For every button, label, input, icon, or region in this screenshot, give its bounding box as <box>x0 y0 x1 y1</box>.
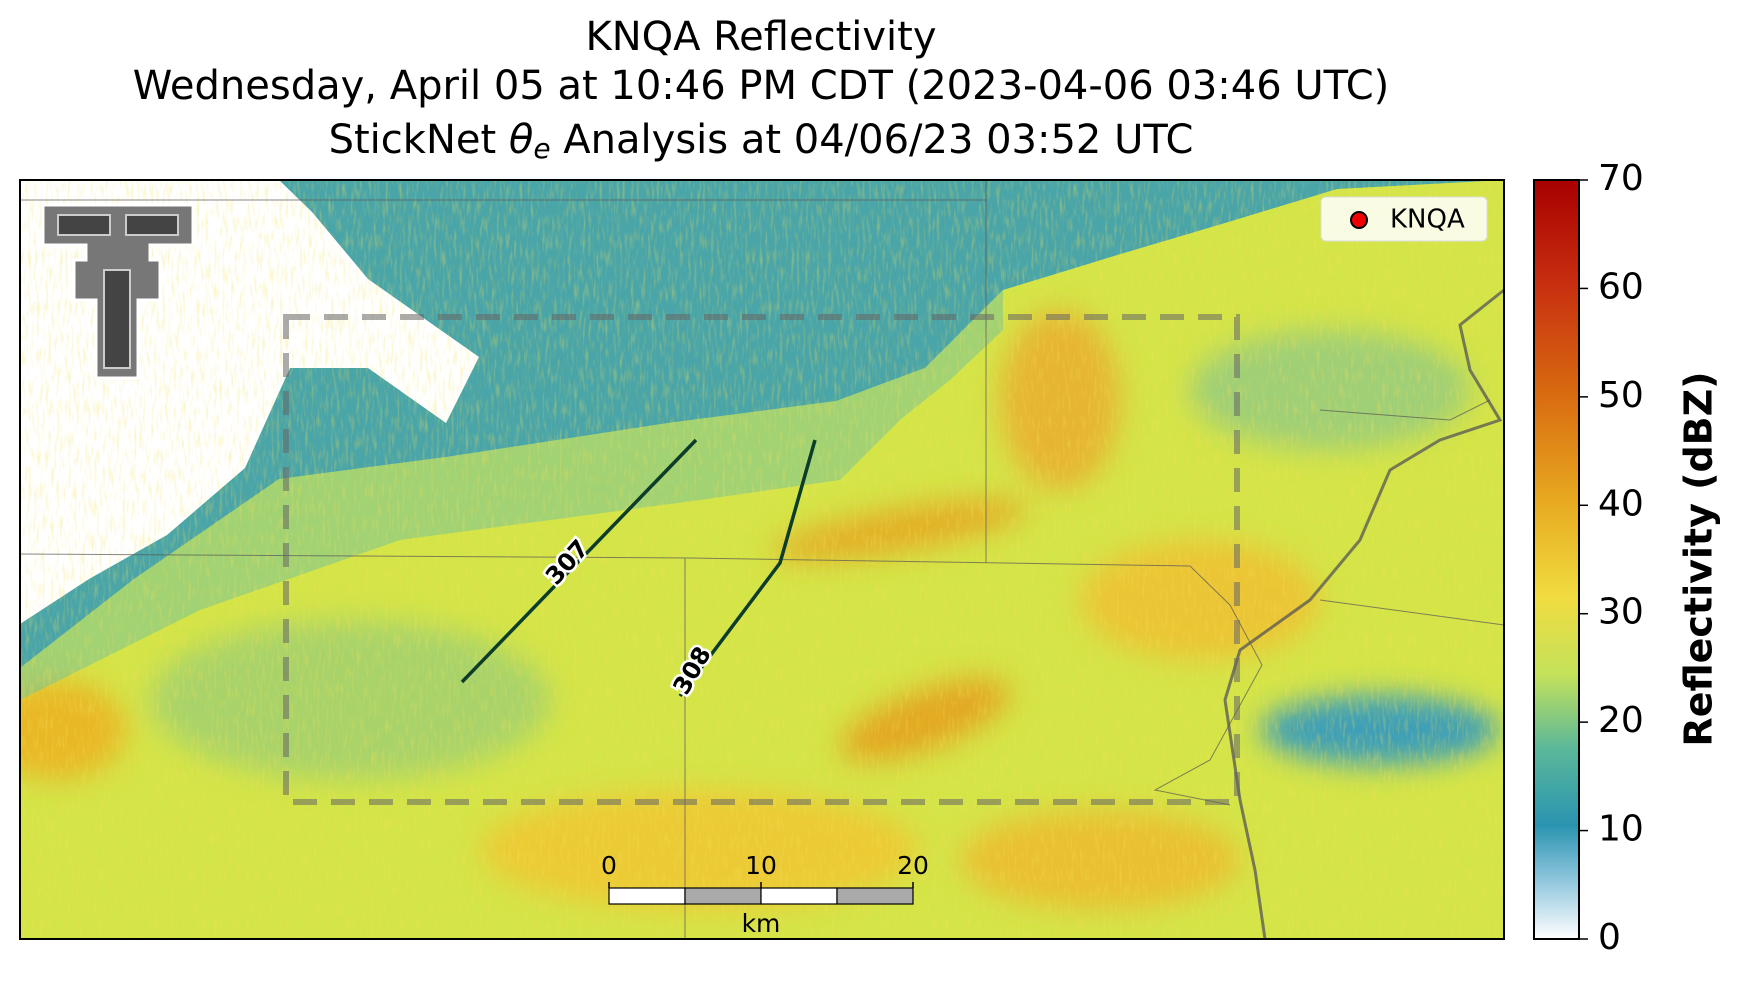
title-line: StickNet θe Analysis at 04/06/23 03:52 U… <box>329 117 1194 165</box>
colorbar-axis: 0 10 20 30 40 50 60 70 <box>1579 158 1644 958</box>
contour-line <box>678 439 817 698</box>
title-symbol: θ <box>509 117 533 163</box>
legend-box <box>1320 196 1488 242</box>
legend: KNQA <box>1320 196 1488 242</box>
scale-segment <box>608 887 686 905</box>
ttu-logo <box>41 203 195 380</box>
colorbar-tick-label: 60 <box>1598 266 1644 307</box>
scale-segment <box>684 887 762 905</box>
scale-tick-label: 10 <box>745 851 777 880</box>
title-text: Analysis at 04/06/23 03:52 UTC <box>551 117 1194 163</box>
scale-segment <box>760 887 838 905</box>
colorbar-tick-label: 70 <box>1598 158 1644 199</box>
legend-marker <box>1350 211 1368 229</box>
colorbar-tick-label: 20 <box>1598 700 1644 741</box>
scale-tick-label: 20 <box>897 851 929 880</box>
radar-map <box>20 180 1504 939</box>
colorbar <box>1533 179 1580 940</box>
title-subscript: e <box>533 132 550 165</box>
colorbar-label: Reflectivity (dBZ) <box>1677 371 1721 746</box>
state-line <box>1223 288 1504 939</box>
scale-tick-label: 0 <box>601 851 617 880</box>
title-line: Wednesday, April 05 at 10:46 PM CDT (202… <box>133 63 1390 109</box>
colorbar-tick-label: 50 <box>1598 375 1644 416</box>
contour-line <box>460 438 698 684</box>
analysis-domain <box>283 314 1240 805</box>
colorbar-tick-label: 40 <box>1598 483 1644 524</box>
legend-label: KNQA <box>1390 205 1465 235</box>
scale-bar: 0 10 20 km <box>601 851 929 938</box>
county-lines <box>20 180 1504 939</box>
colorbar-tick-label: 30 <box>1598 592 1644 633</box>
title-line: KNQA Reflectivity <box>585 14 936 60</box>
colorbar-tick-label: 10 <box>1598 809 1644 850</box>
colorbar-tick-label: 0 <box>1598 917 1621 958</box>
map-frame <box>19 179 1505 940</box>
scale-segment <box>836 887 914 905</box>
scale-unit: km <box>742 909 781 938</box>
title-text: StickNet <box>329 117 509 163</box>
